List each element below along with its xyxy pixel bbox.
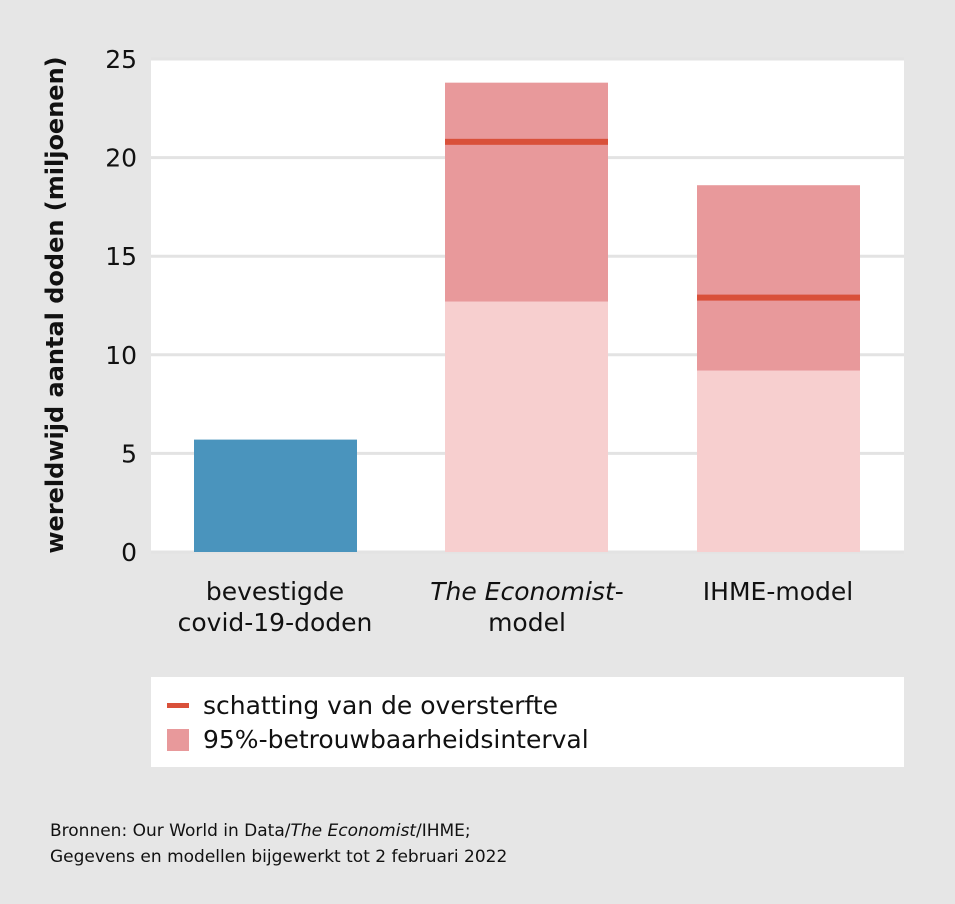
source-line-1: Bronnen: Our World in Data/The Economist… bbox=[50, 818, 507, 844]
source-suffix: /IHME; bbox=[415, 821, 471, 841]
bar-below-interval bbox=[697, 370, 860, 552]
category-label-ihme: IHME-model bbox=[668, 576, 888, 607]
estimate-line bbox=[445, 138, 608, 145]
category-label-line: The Economist- bbox=[417, 576, 637, 607]
source-italic: The Economist bbox=[290, 821, 416, 841]
category-label-line: model bbox=[488, 608, 566, 637]
category-label-line: IHME-model bbox=[702, 577, 854, 606]
estimate-line bbox=[697, 294, 860, 301]
legend-swatch-estimate bbox=[167, 703, 189, 708]
legend-item-interval: 95%-betrouwbaarheidsinterval bbox=[167, 725, 589, 754]
bar-confirmed-deaths bbox=[194, 439, 357, 552]
y-tick-label: 10 bbox=[105, 341, 137, 370]
y-tick-label: 0 bbox=[121, 538, 137, 567]
category-label-suffix: - bbox=[614, 577, 624, 606]
y-axis-label: wereldwijd aantal doden (miljoenen) bbox=[41, 56, 69, 554]
legend: schatting van de oversterfte 95%-betrouw… bbox=[151, 677, 904, 767]
legend-label: 95%-betrouwbaarheidsinterval bbox=[203, 725, 589, 754]
category-label-economist: The Economist- model bbox=[417, 576, 637, 638]
category-label-italic: The Economist bbox=[430, 577, 615, 606]
y-tick-label: 5 bbox=[121, 439, 137, 468]
y-tick-label: 15 bbox=[105, 242, 137, 271]
legend-label: schatting van de oversterfte bbox=[203, 691, 559, 720]
legend-swatch-interval bbox=[167, 728, 189, 751]
source-line-2: Gegevens en modellen bijgewerkt tot 2 fe… bbox=[50, 847, 508, 867]
y-tick-label: 25 bbox=[105, 45, 137, 74]
source-prefix: Bronnen: Our World in Data/ bbox=[50, 821, 291, 841]
category-label-confirmed: bevestigde covid-19-doden bbox=[165, 576, 385, 638]
category-label-line: bevestigde bbox=[205, 577, 345, 606]
legend-item-estimate: schatting van de oversterfte bbox=[167, 691, 558, 720]
bar-confidence-interval bbox=[697, 185, 860, 371]
source-note: Bronnen: Our World in Data/The Economist… bbox=[50, 818, 507, 870]
category-label-line: covid-19-doden bbox=[177, 608, 373, 637]
y-tick-label: 20 bbox=[105, 144, 137, 173]
bar-confidence-interval bbox=[445, 82, 608, 302]
plot-area: 0 5 10 15 20 25 bbox=[105, 45, 904, 567]
bar-below-interval bbox=[445, 301, 608, 552]
